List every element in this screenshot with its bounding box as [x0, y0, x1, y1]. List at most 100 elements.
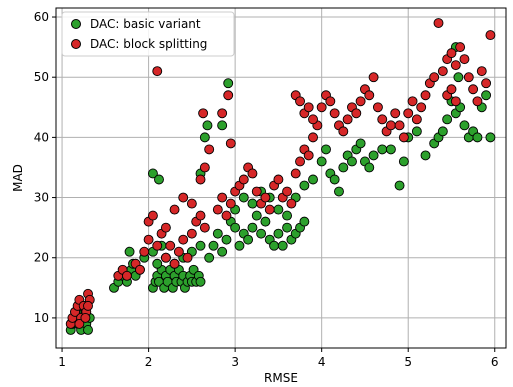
scatter-point	[217, 108, 228, 119]
scatter-point	[351, 108, 362, 119]
scatter-point	[221, 234, 232, 245]
scatter-point	[338, 162, 349, 173]
scatter-point	[217, 192, 228, 203]
scatter-point	[264, 204, 275, 215]
scatter-point	[437, 126, 448, 137]
scatter-point	[74, 318, 85, 329]
plot-frame	[55, 7, 507, 349]
scatter-point	[446, 84, 457, 95]
scatter-point	[394, 180, 405, 191]
scatter-point	[403, 108, 414, 119]
x-tick-label: 6	[491, 355, 499, 369]
scatter-point	[195, 174, 206, 185]
scatter-point	[342, 114, 353, 125]
legend-box	[61, 11, 235, 57]
scatter-point	[204, 144, 215, 155]
x-tick-label: 3	[231, 355, 239, 369]
scatter-point	[472, 96, 483, 107]
scatter-point	[442, 114, 453, 125]
scatter-point	[195, 276, 206, 287]
scatter-point	[160, 252, 171, 263]
scatter-point	[368, 150, 379, 161]
scatter-point	[260, 216, 271, 227]
scatter-point	[437, 66, 448, 77]
scatter-point	[139, 246, 150, 257]
y-tick-label: 50	[34, 70, 49, 84]
scatter-point	[230, 222, 241, 233]
x-tick-label: 1	[58, 355, 66, 369]
scatter-point	[247, 198, 258, 209]
scatter-point	[455, 42, 466, 53]
series-block-splitting	[65, 18, 496, 329]
scatter-point	[169, 204, 180, 215]
scatter-point	[407, 96, 418, 107]
scatter-point	[355, 96, 366, 107]
scatter-point	[277, 240, 288, 251]
legend-label-block: DAC: block splitting	[90, 37, 207, 51]
scatter-point	[347, 156, 357, 167]
scatter-point	[303, 150, 314, 161]
scatter-point	[295, 156, 305, 167]
scatter-point	[80, 312, 91, 323]
scatter-point	[234, 240, 245, 251]
scatter-point	[390, 108, 401, 119]
scatter-point	[256, 228, 267, 239]
y-tick-label: 30	[34, 191, 49, 205]
scatter-point	[433, 18, 444, 28]
scatter-point	[154, 174, 164, 185]
scatter-point	[282, 186, 293, 197]
scatter-point	[446, 48, 457, 59]
scatter-point	[143, 234, 154, 245]
scatter-point	[398, 132, 409, 143]
scatter-point	[481, 78, 492, 89]
scatter-point	[238, 192, 249, 203]
scatter-point	[223, 78, 234, 89]
scatter-point	[450, 96, 461, 107]
scatter-point	[273, 174, 284, 185]
scatter-point	[459, 54, 470, 65]
scatter-point	[282, 210, 293, 221]
scatter-point	[251, 210, 262, 221]
scatter-point	[273, 204, 284, 215]
legend-marker-basic	[71, 19, 81, 29]
scatter-point	[485, 30, 496, 41]
scatter-point	[225, 138, 236, 149]
scatter-point	[290, 168, 301, 179]
scatter-point	[329, 174, 340, 185]
scatter-point	[303, 102, 314, 113]
scatter-point	[364, 162, 375, 173]
axis-ticks: 1 2 3 4 5 6 10 20 30 40 50 60	[34, 10, 499, 369]
scatter-point	[420, 90, 431, 101]
scatter-point	[152, 258, 163, 269]
scatter-point	[147, 168, 158, 179]
scatter-point	[199, 222, 210, 233]
scatter-point	[199, 162, 210, 173]
scatter-point	[316, 102, 327, 113]
y-tick-label: 60	[34, 10, 49, 24]
legend-label-basic: DAC: basic variant	[90, 17, 201, 31]
scatter-point	[182, 252, 193, 263]
scatter-point	[169, 258, 180, 269]
scatter-point	[450, 60, 461, 71]
scatter-point	[325, 96, 336, 107]
scatter-point	[453, 72, 464, 83]
scatter-point	[217, 246, 228, 257]
scatter-point	[269, 240, 280, 251]
scatter-point	[377, 114, 388, 125]
scatter-point	[204, 252, 215, 263]
scatter-point	[299, 180, 310, 191]
scatter-point	[178, 234, 189, 245]
scatter-point	[286, 198, 297, 209]
scatter-point	[385, 120, 396, 131]
scatter-point	[372, 102, 383, 113]
scatter-point	[481, 90, 492, 101]
scatter-point	[411, 114, 422, 125]
scatter-point	[225, 198, 236, 209]
scatter-point	[223, 90, 234, 101]
scatter-point	[385, 144, 396, 155]
scatter-point	[299, 216, 310, 227]
scatter-point	[416, 102, 427, 113]
scatter-point	[195, 210, 206, 221]
scatter-point	[476, 66, 487, 77]
